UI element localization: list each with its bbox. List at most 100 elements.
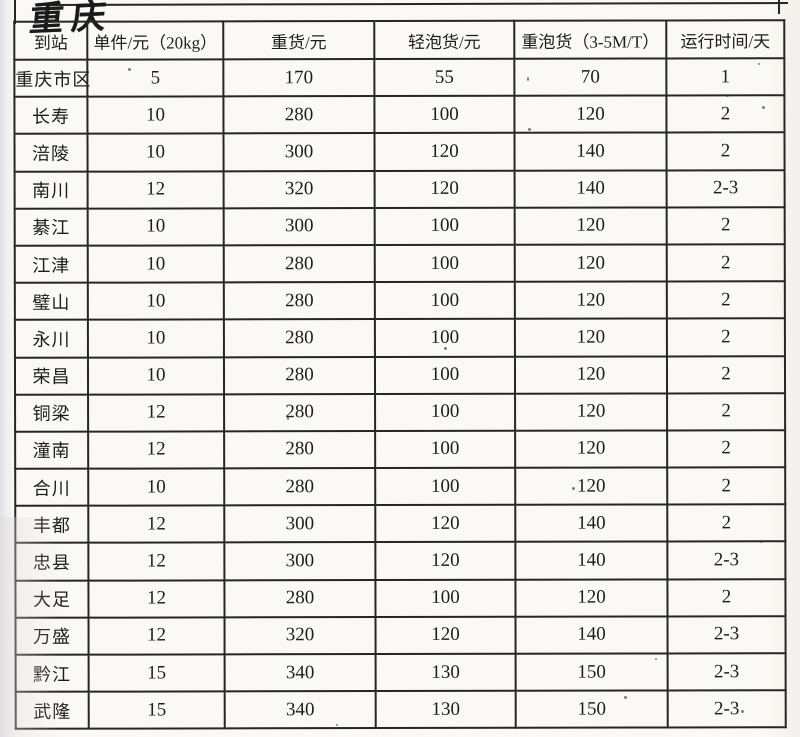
station-cell: 潼南: [15, 431, 89, 469]
value-cell: 120: [514, 244, 667, 282]
value-cell: 320: [223, 170, 375, 209]
table-row: 丰都 12 300 120 140 2: [15, 504, 786, 544]
value-cell: 5: [87, 59, 224, 97]
value-cell: 140: [514, 170, 667, 208]
value-cell: 10: [87, 133, 224, 172]
station-cell: 铜梁: [15, 394, 89, 432]
station-cell: 璧山: [14, 282, 88, 321]
station-cell: 涪陵: [14, 134, 88, 172]
value-cell: 12: [88, 542, 225, 581]
value-cell: 2: [666, 281, 785, 319]
value-cell: 280: [224, 579, 376, 618]
value-cell: 120: [514, 95, 667, 134]
station-cell: 黔江: [15, 654, 89, 692]
value-cell: 120: [514, 281, 667, 320]
value-cell: 120: [514, 207, 667, 245]
value-cell: 1: [666, 58, 785, 96]
table-header: 到站 单件/元（20kg） 重货/元 轻泡货/元 重泡货（3-5M/T） 运行时间/天: [14, 20, 785, 60]
value-cell: 100: [374, 244, 515, 283]
table-row: 万盛 12 320 120 140 2-3: [15, 616, 786, 655]
value-cell: 320: [224, 616, 376, 655]
value-cell: 120: [515, 467, 668, 506]
station-cell: 丰都: [15, 505, 89, 544]
value-cell: 100: [374, 207, 515, 245]
value-cell: 120: [375, 616, 516, 655]
value-cell: 300: [223, 133, 375, 171]
value-cell: 120: [374, 170, 515, 208]
value-cell: 10: [87, 96, 224, 135]
value-cell: 280: [224, 430, 376, 469]
value-cell: 2-3: [667, 541, 786, 580]
value-cell: 280: [223, 319, 375, 357]
value-cell: 340: [224, 654, 376, 692]
value-cell: 280: [223, 356, 376, 395]
value-cell: 120: [514, 318, 667, 357]
value-cell: 140: [514, 132, 667, 171]
value-cell: 55: [374, 58, 515, 97]
value-cell: 150: [515, 653, 668, 691]
table-row: 荣昌 10 280 100 120 2: [14, 355, 786, 395]
value-cell: 2: [667, 467, 786, 505]
station-cell: 南川: [14, 171, 88, 209]
value-cell: 2: [666, 244, 785, 282]
value-cell: 120: [514, 355, 668, 394]
value-cell: 12: [88, 617, 225, 655]
value-cell: 300: [223, 207, 375, 246]
value-cell: 130: [375, 690, 516, 729]
value-cell: 15: [88, 654, 225, 692]
table-right-border-stub: [778, 0, 780, 14]
value-cell: 10: [87, 245, 224, 283]
value-cell: 120: [374, 133, 515, 171]
value-cell: 120: [515, 393, 668, 431]
value-cell: 12: [88, 394, 225, 432]
table-left-border-stub: [14, 0, 16, 24]
station-cell: 合川: [15, 468, 89, 507]
value-cell: 280: [224, 393, 376, 432]
value-cell: 120: [375, 505, 516, 543]
value-cell: 2-3: [667, 616, 786, 654]
value-cell: 2: [666, 132, 785, 171]
station-cell: 永川: [14, 319, 88, 358]
value-cell: 2: [666, 355, 786, 394]
table-row: 重庆市区 5 170 55 70 1: [14, 58, 785, 97]
value-cell: 12: [87, 170, 224, 209]
value-cell: 2-3: [667, 690, 786, 728]
station-cell: 武隆: [15, 691, 89, 730]
table-row: 武隆 15 340 130 150 2-3: [15, 690, 786, 730]
value-cell: 2: [666, 95, 785, 133]
value-cell: 120: [515, 430, 668, 468]
value-cell: 100: [375, 393, 516, 431]
value-cell: 280: [223, 96, 375, 134]
value-cell: 170: [223, 59, 375, 97]
column-header: 重泡货（3-5M/T）: [514, 20, 667, 59]
table-row: 黔江 15 340 130 150 2-3: [15, 653, 786, 692]
table-row: 铜梁 12 280 100 120 2: [15, 392, 786, 432]
station-cell: 江津: [14, 245, 88, 283]
value-cell: 10: [87, 208, 224, 246]
table-row: 长寿 10 280 100 120 2: [14, 95, 785, 135]
header-row: 到站 单件/元（20kg） 重货/元 轻泡货/元 重泡货（3-5M/T） 运行时间/天: [14, 20, 785, 60]
value-cell: 280: [223, 282, 375, 320]
value-cell: 10: [88, 468, 225, 506]
value-cell: 12: [88, 431, 225, 469]
value-cell: 2: [666, 318, 785, 356]
value-cell: 140: [515, 616, 668, 654]
value-cell: 140: [515, 504, 668, 543]
column-header: 轻泡货/元: [374, 20, 515, 60]
value-cell: 10: [87, 319, 224, 358]
value-cell: 2: [667, 578, 786, 617]
station-cell: 忠县: [15, 543, 89, 581]
value-cell: 300: [224, 542, 376, 580]
value-cell: 100: [375, 430, 516, 469]
column-header: 单件/元（20kg）: [87, 21, 224, 60]
table-row: 合川 10 280 100 120 2: [15, 467, 786, 507]
rate-table: 到站 单件/元（20kg） 重货/元 轻泡货/元 重泡货（3-5M/T） 运行时间/天 重…: [13, 19, 786, 730]
value-cell: 130: [375, 653, 516, 692]
value-cell: 100: [374, 281, 515, 320]
station-cell: 大足: [15, 580, 89, 618]
value-cell: 70: [514, 58, 667, 96]
value-cell: 100: [374, 319, 515, 357]
column-header: 到站: [14, 21, 88, 60]
station-cell: 重庆市区: [14, 59, 91, 97]
